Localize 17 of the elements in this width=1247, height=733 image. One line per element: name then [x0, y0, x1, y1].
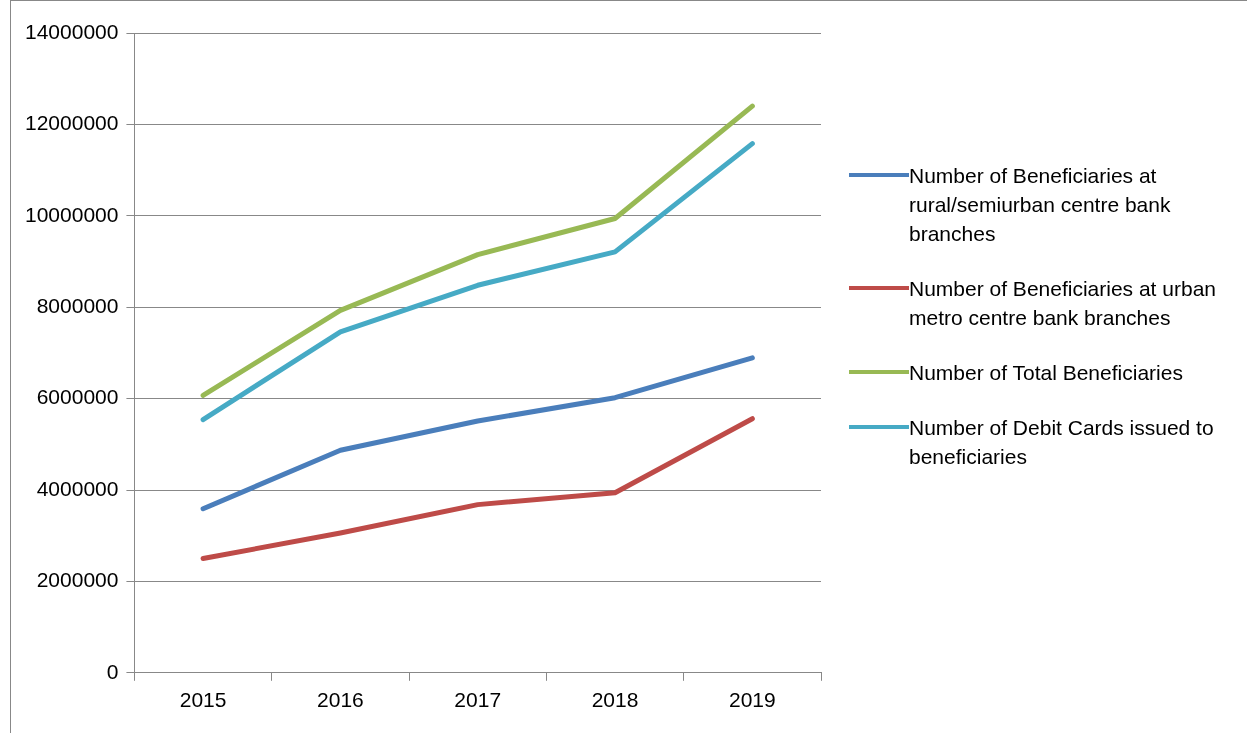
y-tick-label: 6000000	[36, 385, 119, 409]
y-tick-label: 2000000	[36, 568, 119, 592]
x-tick-label: 2017	[454, 688, 502, 712]
x-tick-label: 2019	[728, 688, 776, 712]
x-tick-label: 2018	[591, 688, 639, 712]
y-tick-label: 14000000	[25, 19, 119, 43]
legend-label: Number of Beneficiaries at urban metro centre bank branches	[909, 276, 1217, 331]
x-tick-label: 2015	[179, 688, 227, 712]
y-tick-label: 0	[106, 659, 119, 683]
y-tick-label: 12000000	[25, 111, 119, 135]
x-tick-label: 2016	[317, 688, 364, 712]
y-tick-label: 4000000	[36, 476, 119, 500]
y-tick-label: 10000000	[25, 202, 119, 226]
legend-label: Number of Debit Cards issued to beneficiaries	[909, 415, 1215, 470]
y-tick-label: 8000000	[36, 294, 119, 317]
legend-label: Number of Beneficiaries at rural/semiurban centre bank branches	[909, 163, 1172, 247]
legend-label: Number of Total Beneficiaries	[909, 360, 1183, 386]
